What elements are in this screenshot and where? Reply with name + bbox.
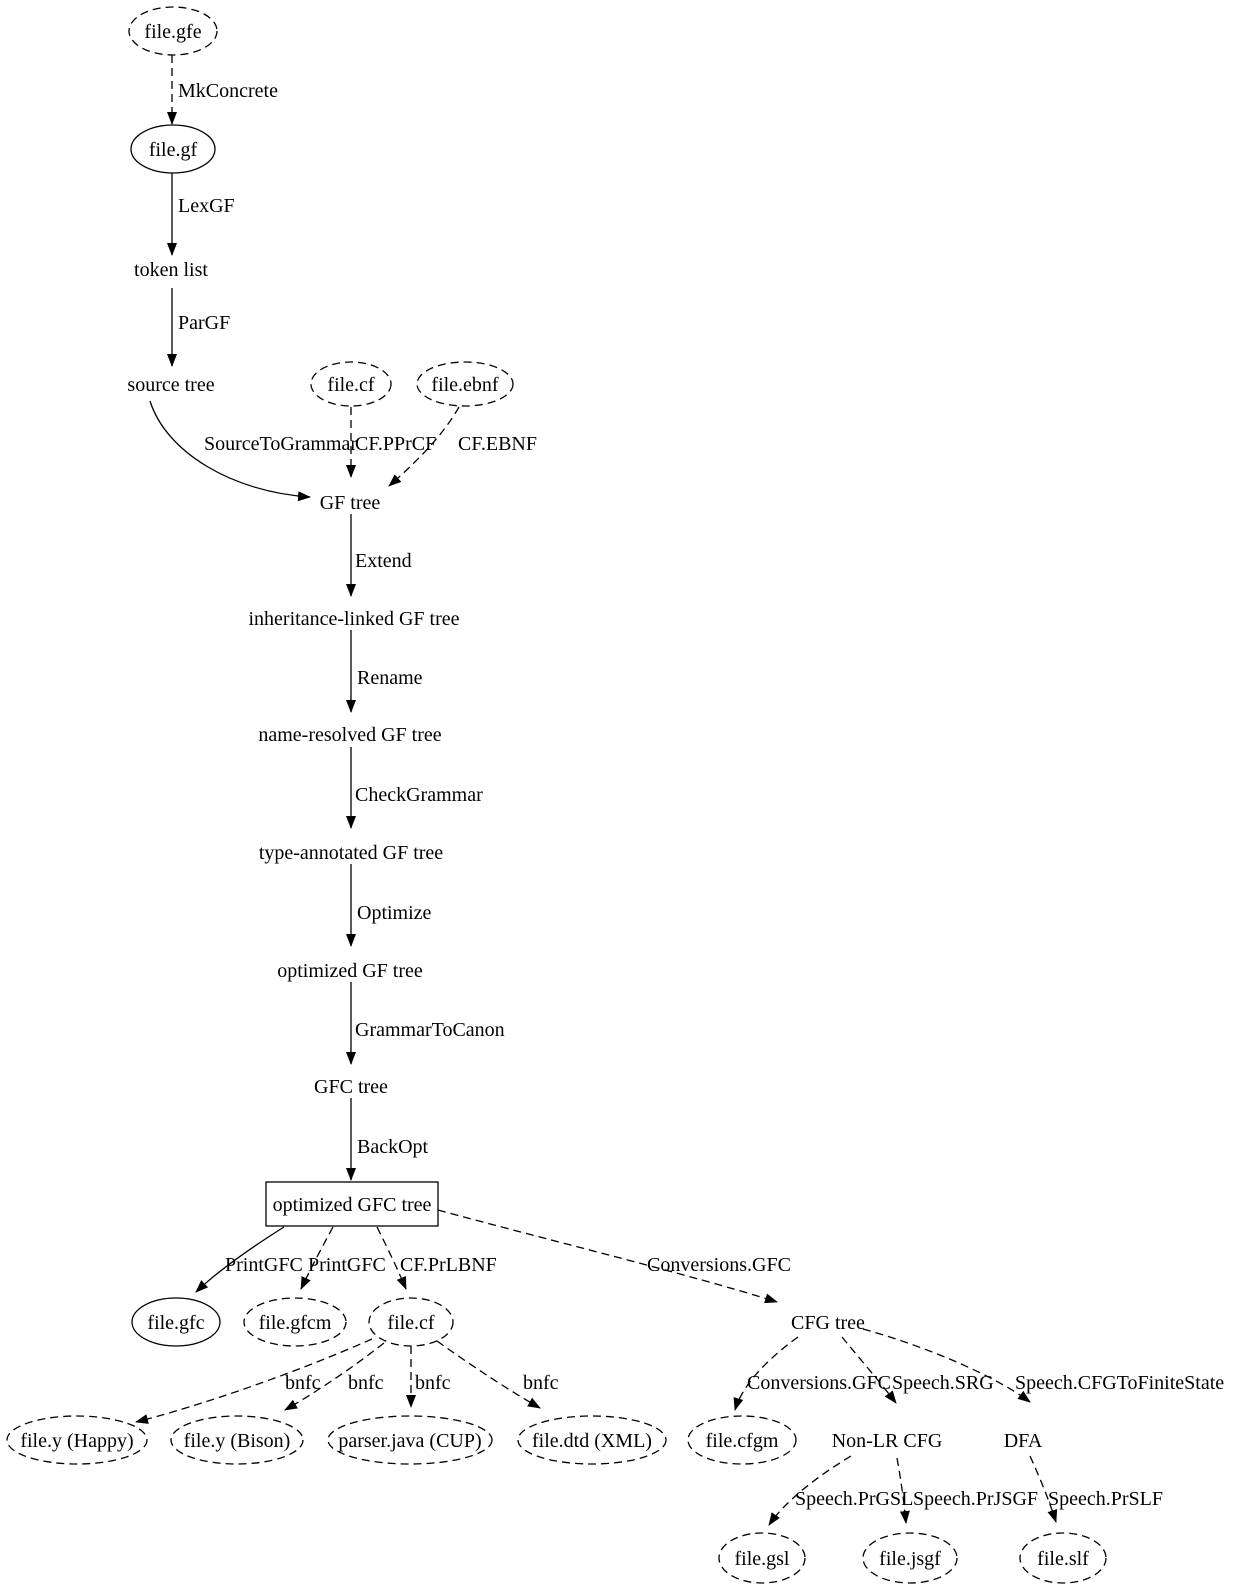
- edge-label-speech-cfgtofinitestate: Speech.CFGToFiniteState: [1015, 1372, 1224, 1394]
- node-source-tree-label: source tree: [127, 374, 214, 396]
- node-dfa-label: DFA: [1004, 1430, 1043, 1452]
- node-file-gsl-label: file.gsl: [735, 1548, 790, 1570]
- edge-label-cf-prlbnf: CF.PrLBNF: [400, 1254, 497, 1276]
- edge-label-extend: Extend: [355, 550, 412, 572]
- node-shapes: [6, 6, 1107, 1584]
- edge-label-speech-srg: Speech.SRG: [892, 1372, 994, 1394]
- node-file-gfcm-shape: [243, 1297, 347, 1347]
- node-file-gfcm-label: file.gfcm: [259, 1312, 332, 1334]
- node-file-slf-label: file.slf: [1037, 1548, 1089, 1570]
- edge-label-bnfc-2: bnfc: [348, 1372, 384, 1394]
- node-file-gfc-label: file.gfc: [147, 1312, 204, 1334]
- node-file-gfe-shape: [128, 6, 218, 56]
- edge-label-checkgrammar: CheckGrammar: [355, 784, 483, 806]
- edge-label-speech-prjsgf: Speech.PrJSGF: [913, 1488, 1038, 1510]
- edge-label-speech-prslf: Speech.PrSLF: [1048, 1488, 1163, 1510]
- node-non-lr-cfg-label: Non-LR CFG: [832, 1430, 943, 1452]
- node-file-dtd-xml-shape: [517, 1415, 667, 1465]
- edge-speech-prjsgf: [896, 1457, 910, 1524]
- edge-label-sourcetogrammar: SourceToGrammar: [204, 433, 357, 455]
- edge-label-speech-prgsl: Speech.PrGSL: [795, 1488, 913, 1510]
- node-file-gf-shape: [130, 124, 216, 174]
- edge-bnfc-2: [284, 1342, 385, 1411]
- edge-label-conversions-gfc-2: Conversions.GFC: [747, 1372, 891, 1394]
- node-file-dtd-xml-label: file.dtd (XML): [532, 1430, 652, 1452]
- node-file-y-happy-label: file.y (Happy): [20, 1430, 133, 1452]
- edge-printgfc-1: [195, 1226, 285, 1293]
- edge-cf-ebnf: [388, 406, 460, 487]
- edge-bnfc-4: [436, 1340, 541, 1409]
- edge-printgfc-2: [300, 1226, 334, 1290]
- edge-label-printgfc-2: PrintGFC: [308, 1254, 386, 1276]
- edge-conversions-gfc-1: [437, 1209, 778, 1304]
- edge-label-conversions-gfc-1: Conversions.GFC: [647, 1254, 791, 1276]
- edges: [135, 55, 1058, 1526]
- node-cfg-tree-label: CFG tree: [791, 1312, 865, 1334]
- edge-labels: MkConcrete LexGF ParGF SourceToGrammar C…: [178, 80, 1224, 1510]
- node-token-list-label: token list: [134, 259, 208, 281]
- node-optimized-gf-tree-label: optimized GF tree: [277, 960, 423, 982]
- node-file-y-bison-shape: [170, 1415, 304, 1465]
- node-gfc-tree-label: GFC tree: [314, 1076, 388, 1098]
- node-file-cfgm-shape: [687, 1415, 797, 1465]
- node-file-slf-shape: [1019, 1532, 1107, 1584]
- edge-label-bnfc-3: bnfc: [415, 1372, 451, 1394]
- node-file-cf-top-label: file.cf: [327, 374, 375, 396]
- node-file-jsgf-shape: [862, 1532, 958, 1584]
- node-parser-java-cup-shape: [327, 1415, 493, 1465]
- edge-label-bnfc-4: bnfc: [523, 1372, 559, 1394]
- node-file-cf-top-shape: [310, 361, 392, 407]
- node-file-jsgf-label: file.jsgf: [879, 1548, 941, 1570]
- node-file-y-happy-shape: [6, 1415, 148, 1465]
- node-file-cfgm-label: file.cfgm: [706, 1430, 779, 1452]
- node-file-cf-bottom-label: file.cf: [387, 1312, 435, 1334]
- node-file-ebnf-label: file.ebnf: [431, 374, 499, 396]
- edge-label-backopt: BackOpt: [357, 1136, 429, 1158]
- node-labels: file.gfe file.gf token list source tree …: [20, 21, 1089, 1570]
- node-file-gfc-shape: [131, 1297, 221, 1347]
- node-optimized-gfc-tree-shape: [265, 1181, 439, 1227]
- node-file-gf-label: file.gf: [149, 139, 198, 161]
- node-parser-java-cup-label: parser.java (CUP): [338, 1430, 481, 1452]
- node-type-annotated-gf-tree-label: type-annotated GF tree: [259, 842, 443, 864]
- edge-label-cf-pprcf: CF.PPrCF: [355, 433, 436, 455]
- node-gf-tree-label: GF tree: [320, 492, 381, 514]
- edge-sourcetogrammar: [149, 400, 311, 502]
- node-name-resolved-gf-tree-label: name-resolved GF tree: [258, 724, 441, 746]
- edge-label-pargf: ParGF: [178, 312, 230, 334]
- edge-speech-prgsl: [768, 1455, 852, 1526]
- edge-conversions-gfc-2: [733, 1336, 799, 1411]
- edge-speech-srg: [841, 1336, 897, 1404]
- edge-speech-prslf: [1029, 1455, 1058, 1523]
- node-file-y-bison-label: file.y (Bison): [184, 1430, 291, 1452]
- edge-label-bnfc-1: bnfc: [285, 1372, 321, 1394]
- edge-label-grammartocanon: GrammarToCanon: [355, 1019, 505, 1041]
- edge-label-mkconcrete: MkConcrete: [178, 80, 278, 102]
- node-file-cf-bottom-shape: [368, 1297, 454, 1347]
- edge-label-rename: Rename: [357, 667, 423, 689]
- node-file-gfe-label: file.gfe: [144, 21, 201, 43]
- edge-label-optimize: Optimize: [357, 902, 432, 924]
- node-optimized-gfc-tree-label: optimized GFC tree: [273, 1194, 432, 1216]
- edge-cf-prlbnf: [376, 1226, 407, 1290]
- edge-label-cf-ebnf: CF.EBNF: [458, 433, 537, 455]
- edge-bnfc-1: [135, 1338, 373, 1424]
- node-file-gsl-shape: [718, 1532, 806, 1584]
- edge-label-lexgf: LexGF: [178, 195, 235, 217]
- node-inheritance-linked-gf-tree-label: inheritance-linked GF tree: [248, 608, 459, 630]
- edge-label-printgfc-1: PrintGFC: [225, 1254, 303, 1276]
- node-file-ebnf-shape: [416, 361, 514, 407]
